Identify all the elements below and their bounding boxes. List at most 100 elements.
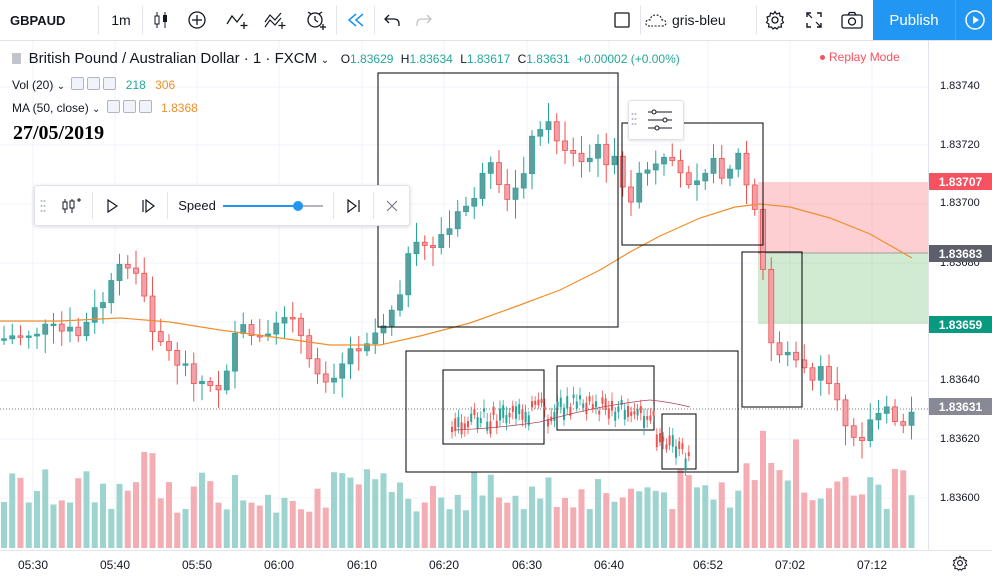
play-icon[interactable]	[97, 186, 127, 225]
volume-bar	[809, 500, 816, 548]
candle-body	[331, 377, 337, 383]
eye-icon[interactable]	[106, 100, 120, 113]
symbol-search[interactable]: GBPAUD	[10, 12, 66, 28]
fib-levels-icon[interactable]	[645, 107, 675, 138]
price-label: 1.83600	[940, 492, 980, 504]
inset-candle-body	[665, 444, 668, 450]
chevron-down-icon[interactable]: ⌄	[92, 104, 101, 115]
compare-icon[interactable]	[258, 0, 292, 40]
chevron-down-icon[interactable]: ⌄	[320, 55, 330, 66]
volume-bar	[628, 488, 634, 548]
close-icon[interactable]	[103, 77, 117, 90]
volume-bar	[793, 439, 799, 548]
gear-icon[interactable]	[87, 77, 101, 90]
drawing-toolbar[interactable]	[628, 100, 684, 140]
volume-bar	[364, 469, 370, 548]
candle-body	[116, 263, 123, 281]
candle-body	[446, 228, 453, 235]
volume-bar	[562, 497, 568, 548]
volume-bar	[537, 498, 544, 548]
ma-legend[interactable]: MA (50, close) ⌄ 1.8368	[12, 100, 198, 115]
play-circle-icon[interactable]	[955, 0, 992, 40]
candle-body	[669, 156, 676, 161]
snapshot-camera-icon[interactable]	[834, 0, 870, 40]
volume-bar	[149, 453, 156, 548]
price-chart[interactable]	[0, 41, 992, 581]
settings-gear-icon[interactable]	[758, 0, 792, 40]
speed-slider-track[interactable]	[223, 201, 323, 211]
candles-icon[interactable]	[144, 0, 178, 40]
publish-button[interactable]: Publish	[873, 0, 955, 40]
inset-candle-body	[684, 458, 687, 471]
select-bar-icon[interactable]	[55, 186, 87, 225]
candle-body	[91, 307, 98, 323]
inset-candle-body	[454, 418, 457, 432]
time-label: 06:20	[428, 558, 460, 572]
candle-body	[355, 348, 362, 352]
candle-body	[421, 241, 428, 246]
main-legend[interactable]: British Pound / Australian Dollar · 1 · …	[12, 50, 680, 67]
candle-body	[553, 121, 560, 142]
inset-candle-body	[527, 415, 530, 426]
chevron-down-icon[interactable]: ⌄	[56, 81, 66, 92]
inset-candle-body	[511, 405, 514, 413]
volume-bar	[248, 502, 255, 548]
volume-bar	[405, 498, 412, 548]
time-axis-border	[0, 550, 992, 551]
divider	[756, 6, 757, 34]
date-annotation[interactable]: 27/05/2019	[13, 122, 105, 144]
redo-icon[interactable]	[408, 0, 440, 40]
layout-square-icon[interactable]	[606, 0, 638, 40]
volume-bar	[207, 481, 214, 548]
drag-handle-icon[interactable]	[37, 186, 49, 225]
inset-candle-body	[505, 415, 508, 424]
volume-bar	[157, 498, 164, 548]
inset-candle-body	[563, 407, 565, 420]
inset-candle-body	[537, 399, 540, 406]
axis-settings-gear-icon[interactable]	[952, 555, 968, 576]
inset-candle-body	[566, 396, 569, 409]
indicators-icon[interactable]	[220, 0, 254, 40]
volume-bar	[116, 483, 123, 548]
replay-toolbar[interactable]: Speed	[34, 185, 410, 226]
volume-bar	[438, 497, 445, 548]
replay-rewind-icon[interactable]	[338, 0, 374, 40]
target-price-tag: 1.83659	[929, 316, 992, 333]
volume-bar	[141, 452, 148, 548]
volume-bar	[619, 497, 626, 548]
volume-bar	[652, 490, 659, 548]
jump-to-realtime-icon[interactable]	[339, 186, 369, 225]
candle-body	[17, 335, 24, 338]
speed-slider-handle[interactable]	[293, 201, 303, 211]
volume-bar	[166, 482, 172, 548]
volume-legend[interactable]: Vol (20) ⌄ 218 306	[12, 77, 175, 92]
interval-button[interactable]: 1m	[111, 12, 131, 28]
candle-body	[834, 383, 841, 401]
drag-handle-icon[interactable]	[631, 112, 637, 131]
candle-body	[661, 156, 667, 165]
inset-candle-body	[531, 401, 533, 408]
alert-clock-icon[interactable]	[298, 0, 334, 40]
volume-label: Vol (20)	[12, 78, 54, 92]
time-label: 05:50	[181, 558, 213, 572]
candle-body	[908, 411, 915, 426]
time-label: 06:40	[593, 558, 625, 572]
gear-icon[interactable]	[122, 100, 136, 113]
price-axis-border	[928, 40, 929, 550]
candle-body	[611, 155, 618, 166]
step-forward-icon[interactable]	[133, 186, 163, 225]
fullscreen-icon[interactable]	[796, 0, 832, 40]
inset-candle-body	[559, 397, 562, 408]
undo-icon[interactable]	[376, 0, 408, 40]
close-icon[interactable]	[138, 100, 152, 113]
eye-icon[interactable]	[71, 77, 85, 90]
candle-body	[471, 198, 478, 207]
close-icon[interactable]	[377, 186, 407, 225]
candle-body	[438, 234, 445, 248]
candle-body	[100, 302, 106, 309]
volume-bar	[25, 502, 32, 548]
inset-candle-body	[630, 411, 633, 416]
inset-candle-body	[604, 398, 607, 411]
add-indicator-icon[interactable]	[180, 0, 214, 40]
theme-selector[interactable]: gris-bleu	[644, 0, 756, 40]
